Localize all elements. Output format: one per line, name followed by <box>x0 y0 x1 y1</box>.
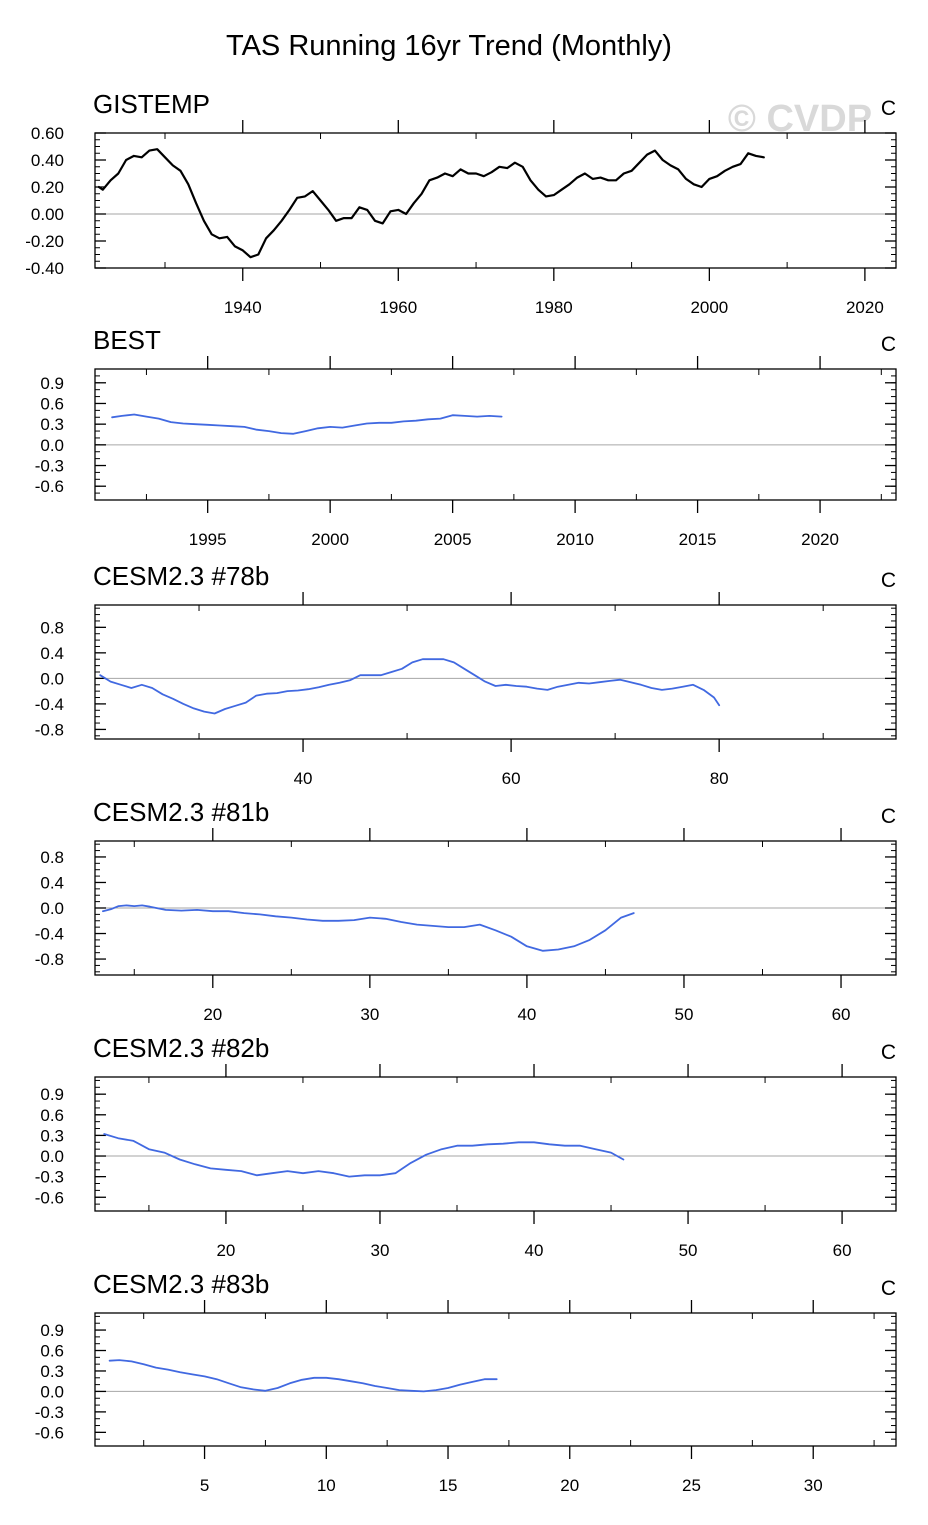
x-tick-label: 60 <box>832 1005 851 1024</box>
x-tick-label: 25 <box>682 1476 701 1495</box>
y-tick-label: -0.3 <box>35 457 64 476</box>
y-tick-label: 0.9 <box>40 1085 64 1104</box>
y-tick-label: -0.20 <box>25 232 64 251</box>
x-tick-label: 2015 <box>679 530 717 549</box>
x-tick-label: 60 <box>833 1241 852 1260</box>
y-tick-label: 0.0 <box>40 1147 64 1166</box>
x-tick-label: 30 <box>360 1005 379 1024</box>
y-tick-label: 0.6 <box>40 1342 64 1361</box>
chart-panel: CESM2.3 #81b C -0.8 -0.4 0.0 0.4 0.8 20 30 40 50 60 <box>35 797 897 1024</box>
x-tick-label: 2020 <box>801 530 839 549</box>
x-tick-label: 50 <box>675 1005 694 1024</box>
figure-title: TAS Running 16yr Trend (Monthly) <box>226 30 672 62</box>
x-tick-label: 20 <box>560 1476 579 1495</box>
plot-frame <box>94 840 897 976</box>
x-tick-label: 2000 <box>690 298 728 317</box>
x-tick-label: 40 <box>517 1005 536 1024</box>
x-tick-label: 80 <box>710 769 729 788</box>
x-tick-label: 10 <box>317 1476 336 1495</box>
panel-title: CESM2.3 #78b <box>93 561 269 591</box>
y-tick-label: -0.6 <box>35 1188 64 1207</box>
plot-frame <box>94 604 897 740</box>
panel-title: CESM2.3 #82b <box>93 1033 269 1063</box>
series-line <box>97 148 765 259</box>
series-line <box>108 1359 498 1393</box>
y-tick-label: 0.60 <box>31 124 64 143</box>
y-tick-label: -0.8 <box>35 950 64 969</box>
y-tick-label: 0.20 <box>31 178 64 197</box>
y-tick-label: 0.8 <box>40 618 64 637</box>
y-tick-label: -0.4 <box>35 925 64 944</box>
y-tick-label: 0.9 <box>40 1321 64 1340</box>
chart-panel: CESM2.3 #82b C -0.6-0.3 0.0 0.30.6 0.9 20 30 40 5… <box>35 1033 897 1260</box>
y-tick-label: 0.3 <box>40 1126 64 1145</box>
y-tick-label: 0.9 <box>40 374 64 393</box>
x-tick-label: 20 <box>203 1005 222 1024</box>
y-tick-label: 0.0 <box>40 1382 64 1401</box>
x-tick-label: 40 <box>294 769 313 788</box>
x-tick-label: 1940 <box>224 298 262 317</box>
y-tick-label: -0.3 <box>35 1168 64 1187</box>
y-tick-label: 0.8 <box>40 848 64 867</box>
units-label: C <box>881 805 896 828</box>
units-label: C <box>881 1041 896 1064</box>
y-tick-label: 0.0 <box>40 669 64 688</box>
plot-frame <box>94 132 897 269</box>
x-tick-label: 30 <box>371 1241 390 1260</box>
x-tick-label: 1960 <box>379 298 417 317</box>
x-tick-label: 5 <box>200 1476 209 1495</box>
y-tick-label: 0.3 <box>40 1362 64 1381</box>
x-tick-label: 1980 <box>535 298 573 317</box>
y-tick-label: -0.40 <box>25 259 64 278</box>
x-tick-label: 30 <box>804 1476 823 1495</box>
chart-panels: GISTEMP C -0.40 -0.20 0.00 0.20 0.40 0.60 1940 19… <box>25 89 897 1495</box>
y-tick-label: 0.6 <box>40 394 64 413</box>
series-line <box>103 1133 625 1178</box>
panel-title: BEST <box>93 325 161 355</box>
units-label: C <box>881 97 896 120</box>
x-tick-label: 60 <box>502 769 521 788</box>
plot-frame <box>94 368 897 501</box>
units-label: C <box>881 569 896 592</box>
y-tick-label: 0.00 <box>31 205 64 224</box>
y-tick-label: 0.0 <box>40 899 64 918</box>
y-tick-label: -0.6 <box>35 477 64 496</box>
cvdp-watermark: © CVDP <box>728 98 872 140</box>
x-tick-label: 15 <box>439 1476 458 1495</box>
chart-panel: CESM2.3 #78b C -0.8 -0.4 0.0 0.4 0.8 40 60 80 <box>35 561 897 788</box>
y-tick-label: 0.6 <box>40 1106 64 1125</box>
units-label: C <box>881 1277 896 1300</box>
series-line <box>102 904 635 952</box>
chart-panel: GISTEMP C -0.40 -0.20 0.00 0.20 0.40 0.60 1940 19… <box>25 89 897 317</box>
x-tick-label: 20 <box>216 1241 235 1260</box>
y-tick-label: 0.4 <box>40 873 64 892</box>
x-tick-label: 50 <box>679 1241 698 1260</box>
y-tick-label: -0.6 <box>35 1423 64 1442</box>
units-label: C <box>881 333 896 356</box>
x-tick-label: 1995 <box>189 530 227 549</box>
plot-frame <box>94 1076 897 1212</box>
x-tick-label: 2010 <box>556 530 594 549</box>
x-tick-label: 2000 <box>311 530 349 549</box>
y-tick-label: -0.4 <box>35 695 64 714</box>
y-tick-label: 0.0 <box>40 436 64 455</box>
x-tick-label: 2005 <box>434 530 472 549</box>
series-line <box>111 413 503 435</box>
panel-title: CESM2.3 #81b <box>93 797 269 827</box>
series-line <box>99 658 721 715</box>
chart-panel: BEST C -0.6-0.3 0.0 0.3 0.60.9 1995 2000 2005 201… <box>35 325 897 549</box>
x-tick-label: 2020 <box>846 298 884 317</box>
plot-frame <box>94 1312 897 1447</box>
y-tick-label: -0.3 <box>35 1403 64 1422</box>
x-tick-label: 40 <box>525 1241 544 1260</box>
chart-panel: CESM2.3 #83b C -0.6-0.3 0.00.30.6 0.9 5 10 15 20… <box>35 1269 897 1495</box>
y-tick-label: 0.3 <box>40 415 64 434</box>
panel-title: GISTEMP <box>93 89 210 119</box>
y-tick-label: 0.40 <box>31 151 64 170</box>
y-tick-label: -0.8 <box>35 720 64 739</box>
y-tick-label: 0.4 <box>40 644 64 663</box>
panel-title: CESM2.3 #83b <box>93 1269 269 1299</box>
